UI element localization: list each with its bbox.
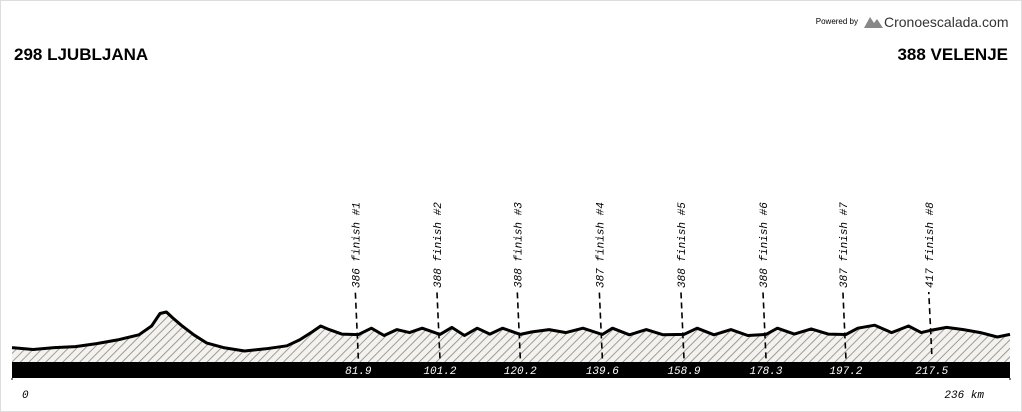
marker-line xyxy=(927,291,933,355)
marker-label: 387 finish #7 xyxy=(839,202,851,288)
end-label: 388 VELENJE xyxy=(897,45,1008,64)
marker-name: finish #4 xyxy=(595,202,607,261)
marker-elevation: 387 xyxy=(839,268,851,288)
brand[interactable]: Cronoescalada.com xyxy=(884,14,1009,30)
marker-name: finish #1 xyxy=(351,202,363,261)
x-tick-label: 0 xyxy=(22,390,29,402)
profile-line xyxy=(11,310,1011,353)
marker-elevation: 387 xyxy=(595,268,607,288)
distance-band xyxy=(12,362,1010,378)
marker-line xyxy=(762,291,767,359)
marker-line xyxy=(516,291,522,359)
marker-elevation: 386 xyxy=(351,268,363,288)
marker-km: 158.9 xyxy=(667,366,700,378)
marker-km: 197.2 xyxy=(829,366,862,378)
brand-logo xyxy=(864,17,883,28)
marker-elevation: 388 xyxy=(433,268,445,288)
marker-label: 417 finish #8 xyxy=(925,202,937,288)
marker-km: 120.2 xyxy=(504,366,537,378)
marker-km: 217.5 xyxy=(915,366,948,378)
marker-label: 388 finish #5 xyxy=(677,202,689,288)
marker-km: 139.6 xyxy=(586,366,619,378)
marker-line xyxy=(354,291,360,359)
marker-label: 387 finish #4 xyxy=(595,202,607,288)
marker-line xyxy=(842,291,847,359)
marker-label: 386 finish #1 xyxy=(351,202,363,288)
marker-elevation: 388 xyxy=(677,268,689,288)
powered-by: Powered by xyxy=(816,17,858,26)
marker-elevation: 388 xyxy=(513,268,525,288)
marker-name: finish #6 xyxy=(759,202,771,262)
marker-elevation: 417 xyxy=(925,268,937,288)
marker-km: 81.9 xyxy=(345,366,372,378)
marker-name: finish #7 xyxy=(839,202,851,262)
marker-name: finish #2 xyxy=(433,202,445,262)
marker-name: finish #5 xyxy=(677,202,689,262)
start-label: 298 LJUBLJANA xyxy=(14,45,148,64)
x-tick-label: 236 km xyxy=(944,390,984,402)
marker-label: 388 finish #2 xyxy=(433,202,445,288)
marker-km: 101.2 xyxy=(423,366,456,378)
marker-name: finish #3 xyxy=(513,202,525,262)
marker-line xyxy=(436,291,441,359)
marker-name: finish #8 xyxy=(925,202,937,262)
marker-label: 388 finish #6 xyxy=(759,202,771,288)
marker-km: 178.3 xyxy=(749,366,782,378)
marker-label: 388 finish #3 xyxy=(513,202,525,288)
marker-line xyxy=(598,291,604,359)
marker-elevation: 388 xyxy=(759,268,771,288)
marker-line xyxy=(680,291,685,359)
